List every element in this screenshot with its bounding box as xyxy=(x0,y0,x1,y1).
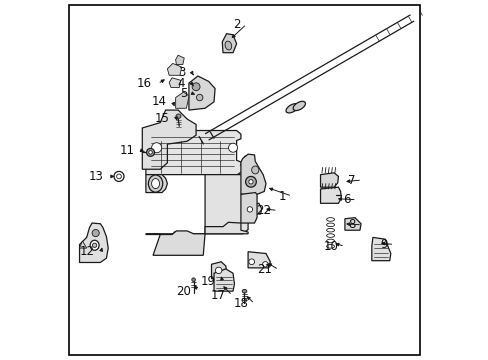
Polygon shape xyxy=(80,241,86,248)
Ellipse shape xyxy=(285,104,298,113)
Ellipse shape xyxy=(196,94,203,101)
Text: 2: 2 xyxy=(232,18,240,31)
Polygon shape xyxy=(344,218,360,230)
Polygon shape xyxy=(244,203,261,214)
Ellipse shape xyxy=(292,101,305,111)
Polygon shape xyxy=(241,154,265,194)
Text: 5: 5 xyxy=(180,87,187,100)
Ellipse shape xyxy=(228,143,237,152)
Ellipse shape xyxy=(224,41,231,50)
Ellipse shape xyxy=(148,150,152,154)
Ellipse shape xyxy=(92,243,97,247)
Polygon shape xyxy=(175,55,184,64)
Text: 8: 8 xyxy=(347,218,355,231)
Polygon shape xyxy=(211,262,226,279)
Text: 12: 12 xyxy=(80,245,94,258)
Polygon shape xyxy=(169,78,180,87)
Ellipse shape xyxy=(92,229,99,237)
Text: 22: 22 xyxy=(256,204,271,217)
Text: 21: 21 xyxy=(257,263,272,276)
Polygon shape xyxy=(222,34,236,53)
Text: 14: 14 xyxy=(151,95,166,108)
Ellipse shape xyxy=(242,289,246,293)
Ellipse shape xyxy=(248,180,253,184)
Polygon shape xyxy=(145,175,167,193)
Polygon shape xyxy=(175,92,188,108)
Polygon shape xyxy=(145,222,247,237)
Text: 1: 1 xyxy=(278,190,285,203)
Polygon shape xyxy=(371,237,390,261)
Polygon shape xyxy=(80,223,108,262)
Ellipse shape xyxy=(215,267,222,274)
Polygon shape xyxy=(153,231,204,255)
Polygon shape xyxy=(320,173,338,187)
Text: 6: 6 xyxy=(342,193,349,206)
Text: 10: 10 xyxy=(323,240,338,253)
Ellipse shape xyxy=(176,114,181,118)
Text: 17: 17 xyxy=(210,289,225,302)
Text: 15: 15 xyxy=(155,112,169,125)
Text: 11: 11 xyxy=(120,144,135,157)
Ellipse shape xyxy=(191,278,195,282)
Text: 7: 7 xyxy=(347,174,355,186)
Ellipse shape xyxy=(151,143,162,153)
Polygon shape xyxy=(320,187,341,203)
Text: 16: 16 xyxy=(136,77,151,90)
Ellipse shape xyxy=(148,175,163,192)
Ellipse shape xyxy=(90,240,99,250)
Text: 20: 20 xyxy=(176,285,191,298)
Text: 19: 19 xyxy=(201,275,215,288)
Ellipse shape xyxy=(248,259,254,265)
Ellipse shape xyxy=(251,166,258,174)
Polygon shape xyxy=(188,76,215,110)
Ellipse shape xyxy=(247,207,252,212)
Text: 9: 9 xyxy=(380,238,387,251)
Ellipse shape xyxy=(151,179,159,189)
Ellipse shape xyxy=(146,148,154,156)
Polygon shape xyxy=(142,110,196,169)
Text: 4: 4 xyxy=(178,77,185,90)
Polygon shape xyxy=(247,252,270,268)
Polygon shape xyxy=(145,131,244,175)
Ellipse shape xyxy=(262,262,267,267)
Text: 13: 13 xyxy=(89,170,104,183)
Ellipse shape xyxy=(245,176,256,187)
Polygon shape xyxy=(214,269,234,291)
Text: 18: 18 xyxy=(233,297,247,310)
Polygon shape xyxy=(204,175,247,234)
Polygon shape xyxy=(167,63,182,75)
Text: 3: 3 xyxy=(178,66,185,79)
Ellipse shape xyxy=(192,83,200,91)
Polygon shape xyxy=(241,193,257,223)
